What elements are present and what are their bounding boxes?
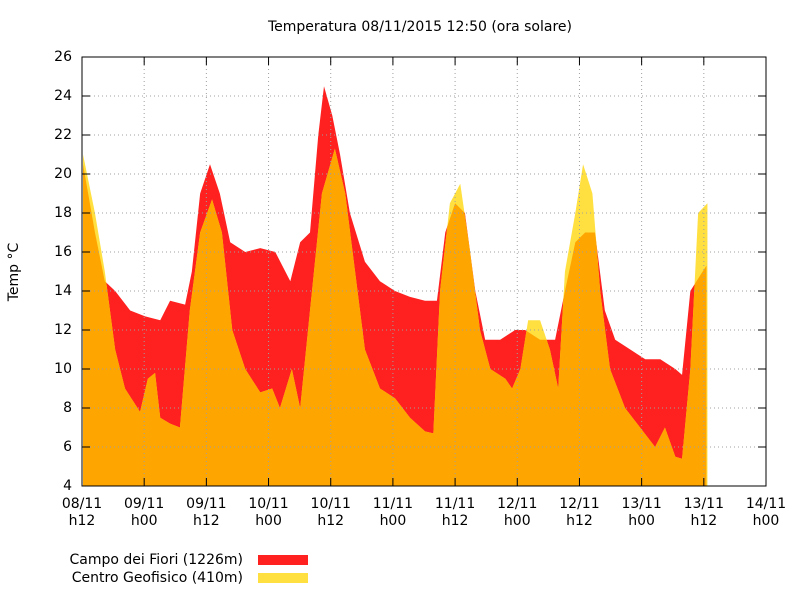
plot-border — [81, 56, 767, 487]
area-overlap — [83, 148, 707, 486]
y-axis-label: Temp °C — [6, 243, 22, 303]
legend-swatch — [258, 555, 308, 565]
chart-title: Temperatura 08/11/2015 12:50 (ora solare… — [267, 19, 572, 35]
y-tick-label: 16 — [54, 244, 72, 260]
y-tick-label: 18 — [54, 205, 72, 221]
x-tick-label: 12/11 h12 — [559, 496, 600, 529]
x-tick-label: 09/11 h12 — [186, 496, 227, 529]
y-tick-label: 6 — [63, 439, 72, 455]
y-tick-label: 14 — [54, 283, 72, 299]
x-tick-label: 10/11 h00 — [248, 496, 289, 529]
y-tick-label: 12 — [54, 322, 72, 338]
y-tick-label: 4 — [63, 478, 72, 494]
y-tick-label: 26 — [54, 49, 72, 65]
y-tick-label: 22 — [54, 127, 72, 143]
y-tick-label: 8 — [63, 400, 72, 416]
y-tick-label: 20 — [54, 166, 72, 182]
x-tick-label: 11/11 h12 — [434, 496, 476, 529]
legend-label: Campo dei Fiori (1226m) — [69, 552, 243, 568]
x-tick-label: 10/11 h12 — [310, 496, 351, 529]
x-tick-label: 13/11 h00 — [621, 496, 662, 529]
x-tick-label: 14/11 h00 — [745, 496, 787, 529]
x-tick-label: 09/11 h00 — [123, 496, 165, 529]
y-tick-label: 24 — [54, 88, 72, 104]
x-tick-label: 13/11 h12 — [683, 496, 724, 529]
legend-label: Centro Geofisico (410m) — [72, 570, 243, 586]
y-tick-label: 10 — [54, 361, 72, 377]
legend-swatch — [258, 573, 308, 583]
x-tick-label: 08/11 h12 — [61, 496, 103, 529]
x-tick-label: 12/11 h00 — [497, 496, 538, 529]
x-tick-label: 11/11 h00 — [372, 496, 414, 529]
